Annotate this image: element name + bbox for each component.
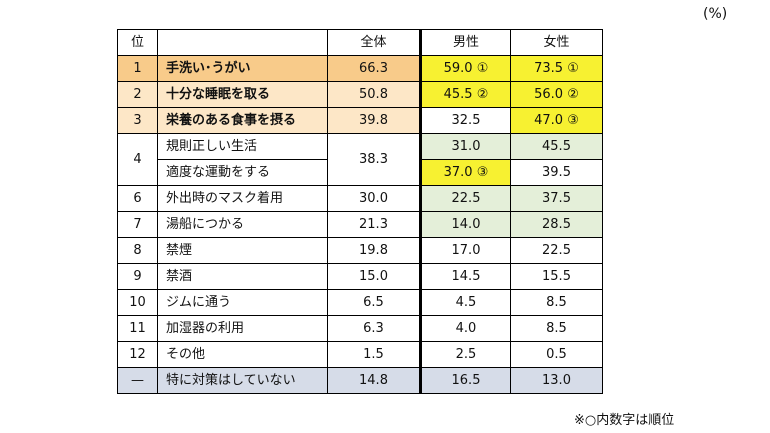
table-row: 4 規則正しい生活 38.3 31.0 45.5 (117, 133, 603, 186)
item-cell: 禁酒 (157, 263, 328, 290)
table-row: 11 加湿器の利用 6.3 4.0 8.5 (117, 315, 603, 342)
item-cell: 外出時のマスク着用 (157, 185, 328, 212)
rank-cell: 7 (117, 211, 158, 238)
item-cell: 特に対策はしていない (157, 367, 328, 394)
header-item (157, 29, 328, 56)
female-cell: 15.5 (510, 263, 603, 290)
item-cell: 禁煙 (157, 237, 328, 264)
all-cell: 30.0 (327, 185, 421, 212)
all-cell: 21.3 (327, 211, 421, 238)
table-row: — 特に対策はしていない 14.8 16.5 13.0 (117, 367, 603, 394)
female-cell: 37.5 (510, 185, 603, 212)
rank-cell: 8 (117, 237, 158, 264)
header-male: 男性 (419, 29, 511, 56)
male-cell: 31.0 (419, 133, 511, 160)
female-cell: 47.0 ③ (510, 107, 603, 134)
all-cell: 66.3 (327, 55, 421, 82)
male-cell: 17.0 (419, 237, 511, 264)
male-cell: 37.0 ③ (419, 159, 511, 186)
rank-cell: 9 (117, 263, 158, 290)
item-cell: 湯船につかる (157, 211, 328, 238)
item-cell: 栄養のある食事を摂る (157, 107, 328, 134)
female-cell: 0.5 (510, 341, 603, 368)
all-cell: 15.0 (327, 263, 421, 290)
male-cell: 14.5 (419, 263, 511, 290)
male-cell: 14.0 (419, 211, 511, 238)
table-row: 8 禁煙 19.8 17.0 22.5 (117, 237, 603, 264)
all-cell: 6.3 (327, 315, 421, 342)
table-row: 3 栄養のある食事を摂る 39.8 32.5 47.0 ③ (117, 107, 603, 134)
footnote: ※○内数字は順位 (574, 413, 675, 428)
female-cell: 56.0 ② (510, 81, 603, 108)
male-cell: 4.0 (419, 315, 511, 342)
table-row: 10 ジムに通う 6.5 4.5 8.5 (117, 289, 603, 316)
female-cell: 73.5 ① (510, 55, 603, 82)
female-cell: 8.5 (510, 315, 603, 342)
male-cell: 59.0 ① (419, 55, 511, 82)
survey-table: 位 全体 男性 女性 1 手洗い･うがい 66.3 59.0 ① 73.5 ① … (117, 29, 603, 394)
rank-cell: 11 (117, 315, 158, 342)
male-cell: 32.5 (419, 107, 511, 134)
header-row: 位 全体 男性 女性 (117, 29, 603, 56)
female-cell: 22.5 (510, 237, 603, 264)
rank-cell: 2 (117, 81, 158, 108)
table-row: 9 禁酒 15.0 14.5 15.5 (117, 263, 603, 290)
all-cell: 14.8 (327, 367, 421, 394)
male-cell: 16.5 (419, 367, 511, 394)
female-cell: 39.5 (510, 159, 603, 186)
item-cell: 加湿器の利用 (157, 315, 328, 342)
table-row: 7 湯船につかる 21.3 14.0 28.5 (117, 211, 603, 238)
male-cell: 45.5 ② (419, 81, 511, 108)
rank-cell: 10 (117, 289, 158, 316)
male-cell: 2.5 (419, 341, 511, 368)
table-row: 2 十分な睡眠を取る 50.8 45.5 ② 56.0 ② (117, 81, 603, 108)
item-cell: 手洗い･うがい (157, 55, 328, 82)
all-cell: 6.5 (327, 289, 421, 316)
table-row: 1 手洗い･うがい 66.3 59.0 ① 73.5 ① (117, 55, 603, 82)
all-cell: 39.8 (327, 107, 421, 134)
rank-cell: — (117, 367, 158, 394)
all-cell: 19.8 (327, 237, 421, 264)
female-cell: 13.0 (510, 367, 603, 394)
rank-cell: 6 (117, 185, 158, 212)
rank-cell: 3 (117, 107, 158, 134)
header-all: 全体 (327, 29, 421, 56)
all-cell: 1.5 (327, 341, 421, 368)
rank-cell: 4 (117, 133, 158, 186)
male-cell: 4.5 (419, 289, 511, 316)
rank-cell: 1 (117, 55, 158, 82)
unit-label: (%) (703, 6, 728, 22)
all-cell: 38.3 (327, 133, 421, 186)
male-cell: 22.5 (419, 185, 511, 212)
table-row: 適度な運動をする 37.0 ③ 39.5 (118, 159, 603, 186)
all-cell: 50.8 (327, 81, 421, 108)
item-cell: 十分な睡眠を取る (157, 81, 328, 108)
item-cell: ジムに通う (157, 289, 328, 316)
table-row: 12 その他 1.5 2.5 0.5 (117, 341, 603, 368)
item-cell: 規則正しい生活 (157, 133, 328, 160)
item-cell: その他 (157, 341, 328, 368)
female-cell: 28.5 (510, 211, 603, 238)
header-rank: 位 (117, 29, 158, 56)
item-cell: 適度な運動をする (157, 159, 328, 186)
female-cell: 45.5 (510, 133, 603, 160)
header-female: 女性 (510, 29, 603, 56)
rank-cell: 12 (117, 341, 158, 368)
table-row: 6 外出時のマスク着用 30.0 22.5 37.5 (117, 185, 603, 212)
female-cell: 8.5 (510, 289, 603, 316)
